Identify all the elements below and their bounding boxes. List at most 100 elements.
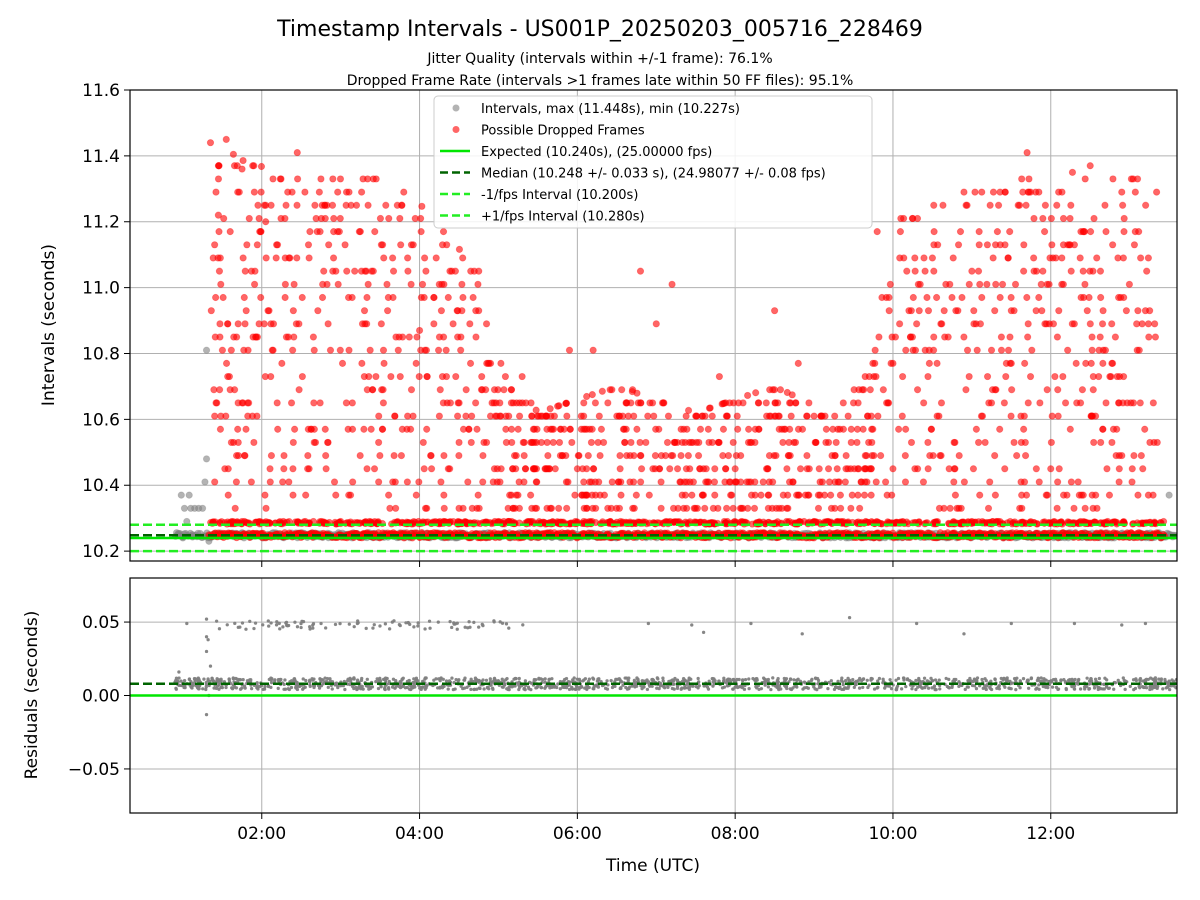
data-point bbox=[759, 686, 764, 691]
data-point bbox=[725, 478, 733, 486]
data-point bbox=[443, 399, 451, 407]
data-point bbox=[324, 320, 332, 328]
data-point bbox=[222, 135, 230, 144]
data-point bbox=[954, 307, 962, 315]
data-point bbox=[1075, 491, 1083, 499]
data-point bbox=[815, 465, 823, 473]
data-point bbox=[1109, 175, 1117, 183]
data-point bbox=[981, 686, 985, 691]
data-point bbox=[637, 478, 645, 486]
y-tick-label: 11.0 bbox=[82, 279, 120, 299]
data-point bbox=[887, 359, 895, 367]
data-point bbox=[237, 677, 242, 682]
data-point bbox=[279, 478, 287, 486]
data-point bbox=[1137, 452, 1145, 460]
data-point bbox=[1148, 687, 1152, 692]
data-point bbox=[1120, 372, 1128, 381]
data-point bbox=[284, 188, 292, 196]
data-point bbox=[313, 228, 321, 236]
data-point bbox=[816, 678, 821, 683]
data-point bbox=[584, 452, 592, 460]
data-point bbox=[709, 504, 717, 512]
data-point bbox=[516, 399, 524, 407]
data-point bbox=[913, 320, 921, 328]
data-point bbox=[311, 201, 319, 209]
data-point bbox=[924, 465, 932, 473]
data-point bbox=[474, 280, 482, 288]
data-point bbox=[955, 452, 963, 460]
data-point bbox=[1102, 228, 1110, 236]
data-point bbox=[519, 438, 527, 447]
data-point bbox=[885, 293, 893, 302]
data-point bbox=[868, 452, 876, 460]
data-point bbox=[873, 228, 881, 236]
y-tick-label: 10.8 bbox=[82, 344, 120, 364]
data-point bbox=[435, 333, 444, 341]
data-point bbox=[387, 372, 395, 381]
data-point bbox=[755, 425, 763, 433]
data-point bbox=[1020, 241, 1028, 249]
data-point bbox=[342, 399, 350, 407]
data-point bbox=[637, 465, 646, 473]
data-point bbox=[547, 677, 552, 681]
data-point bbox=[737, 452, 745, 460]
data-point bbox=[750, 504, 759, 512]
data-point bbox=[983, 372, 992, 381]
data-point bbox=[1030, 214, 1038, 223]
data-point bbox=[311, 438, 320, 447]
data-point bbox=[574, 452, 582, 460]
data-point bbox=[907, 307, 915, 315]
data-point bbox=[230, 333, 238, 341]
data-point bbox=[816, 478, 824, 486]
data-point bbox=[657, 478, 665, 486]
data-point bbox=[711, 491, 719, 499]
data-point bbox=[269, 175, 277, 183]
data-point bbox=[1036, 677, 1041, 681]
data-point bbox=[861, 677, 866, 681]
data-point bbox=[289, 438, 297, 447]
y-tick-label: 11.6 bbox=[82, 81, 120, 101]
data-point bbox=[916, 280, 924, 288]
data-point bbox=[1113, 372, 1121, 381]
data-point bbox=[661, 679, 665, 683]
data-point bbox=[1066, 425, 1074, 433]
data-point bbox=[869, 678, 873, 682]
data-point bbox=[378, 425, 387, 433]
data-point bbox=[1067, 267, 1075, 275]
data-point bbox=[293, 175, 302, 183]
data-point bbox=[1047, 438, 1055, 447]
data-point bbox=[1030, 254, 1038, 262]
data-point bbox=[867, 412, 875, 420]
data-point bbox=[250, 280, 259, 288]
data-point bbox=[695, 438, 703, 447]
data-point bbox=[907, 438, 916, 447]
data-point bbox=[968, 267, 976, 275]
data-point bbox=[442, 346, 450, 354]
data-point bbox=[847, 504, 855, 512]
data-point bbox=[289, 678, 294, 683]
data-point bbox=[936, 452, 944, 460]
data-point bbox=[177, 676, 181, 680]
data-point bbox=[1081, 280, 1089, 288]
data-point bbox=[511, 504, 519, 512]
data-point bbox=[459, 254, 467, 262]
data-point bbox=[528, 412, 536, 420]
data-point bbox=[1102, 399, 1110, 407]
data-point bbox=[791, 686, 795, 690]
data-point bbox=[1144, 491, 1153, 499]
data-point bbox=[577, 687, 581, 691]
data-point bbox=[1087, 412, 1095, 420]
data-point bbox=[330, 214, 338, 223]
data-point bbox=[1161, 687, 1165, 691]
data-point bbox=[626, 452, 634, 460]
data-point bbox=[1131, 188, 1139, 196]
data-point bbox=[407, 280, 415, 288]
data-point bbox=[375, 412, 383, 420]
data-point bbox=[1052, 254, 1060, 262]
data-point bbox=[882, 478, 890, 486]
data-point bbox=[282, 687, 286, 692]
data-point bbox=[729, 504, 737, 512]
data-point bbox=[736, 504, 745, 512]
data-point bbox=[177, 491, 185, 499]
